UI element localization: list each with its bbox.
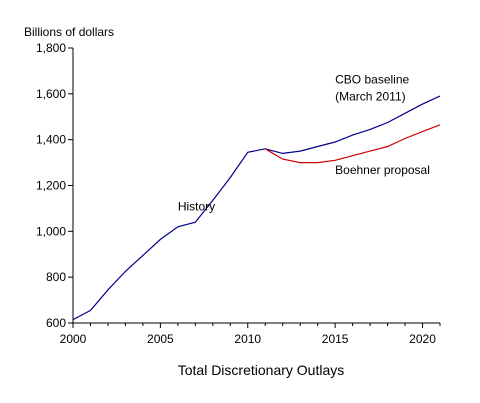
- x-tick-label: 2015: [322, 332, 349, 346]
- x-tick-label: 2000: [60, 332, 87, 346]
- y-axis-title: Billions of dollars: [24, 25, 114, 39]
- annotation-label: Boehner proposal: [335, 163, 430, 177]
- y-tick-label: 1,200: [36, 179, 66, 193]
- annotation-label: History: [178, 200, 215, 214]
- annotation-label: CBO baseline: [335, 73, 409, 87]
- series-line-history: [72, 148, 266, 321]
- y-tick-label: 1,000: [36, 224, 66, 238]
- chart-caption: Total Discretionary Outlays: [178, 362, 345, 378]
- y-tick-label: 1,600: [36, 87, 66, 101]
- y-tick-label: 600: [46, 316, 66, 330]
- series-lines: [72, 95, 441, 321]
- y-tick-label: 1,400: [36, 133, 66, 147]
- series-line-boehner-proposal: [264, 124, 441, 164]
- x-tick-label: 2020: [409, 332, 436, 346]
- y-tick-label: 800: [46, 270, 66, 284]
- annotation-label: (March 2011): [335, 90, 405, 104]
- axes: 600 800 1,000 1,200 1,400 1,600 1,800 2000 2005 2…: [36, 41, 441, 346]
- annotations: History CBO baseline (March 2011) Boehner p…: [178, 73, 430, 214]
- y-tick-label: 1,800: [36, 41, 66, 55]
- series-line-cbo-baseline-march-2011: [265, 95, 441, 155]
- x-tick-label: 2010: [234, 332, 261, 346]
- x-tick-label: 2005: [147, 332, 174, 346]
